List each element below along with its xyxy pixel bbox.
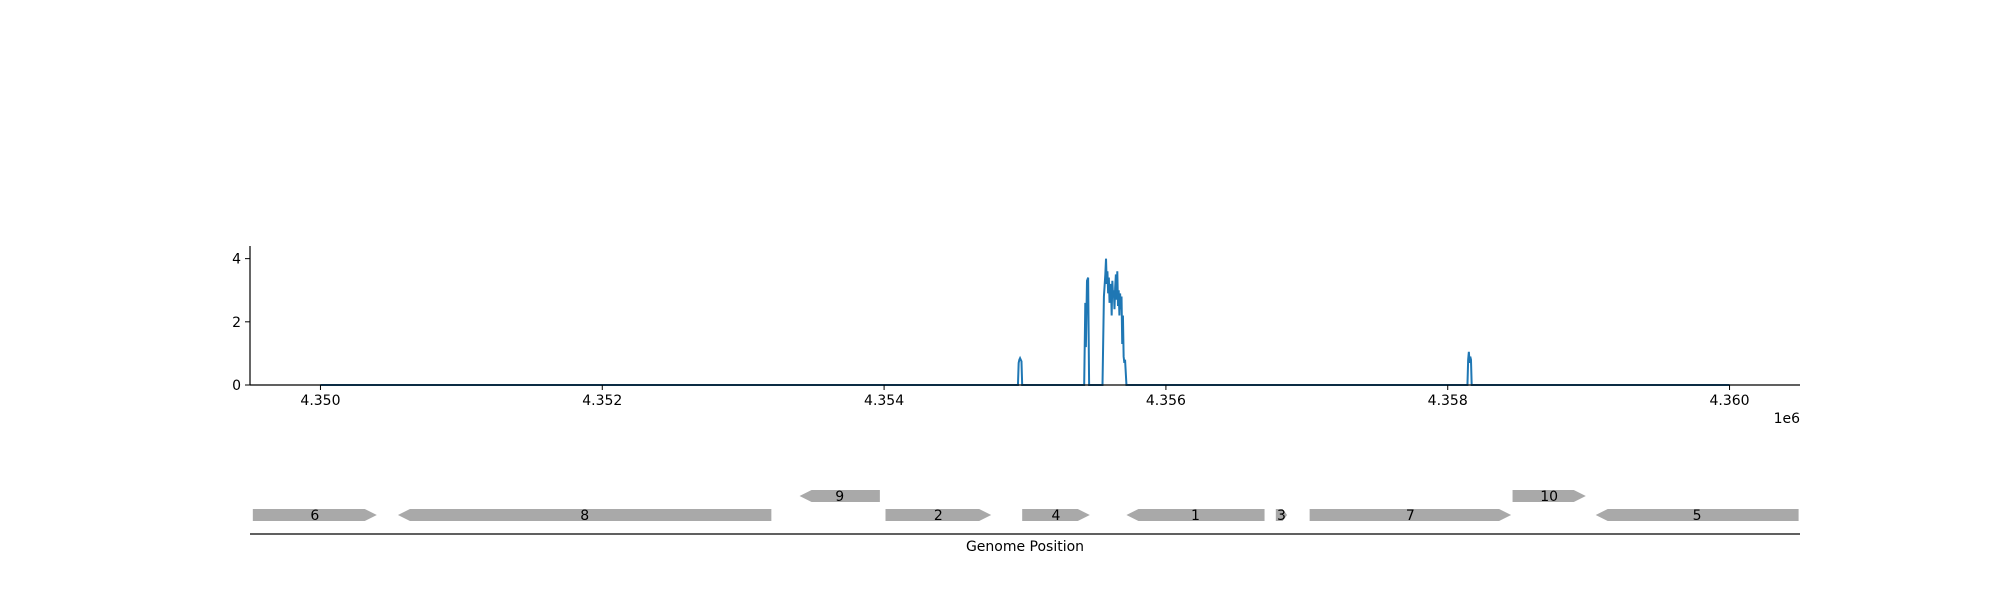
x-offset-label: 1e6	[1774, 411, 1801, 427]
x-tick-label: 4.352	[582, 393, 622, 409]
gene-9-label: 9	[835, 489, 844, 505]
gene-3-arrow	[1275, 509, 1288, 521]
gene-8-label: 8	[580, 508, 589, 524]
coverage-x-ticks: 4.350 4.352 4.354 4.356 4.358 4.360	[300, 385, 1750, 409]
gene-10-label: 10	[1540, 489, 1558, 505]
gene-7-label: 7	[1406, 508, 1415, 524]
gene-10-arrow	[1512, 490, 1586, 502]
coverage-series	[320, 258, 1730, 386]
gene-track: 6 8 9 2 4 1 3 7 10 5 Genome Position	[250, 489, 1800, 555]
gene-8-arrow	[397, 509, 772, 521]
x-tick-label: 4.354	[864, 393, 904, 409]
gene-9-arrow	[799, 490, 880, 502]
gene-3-label: 3	[1277, 508, 1286, 524]
x-tick-label: 4.360	[1709, 393, 1749, 409]
gene-7-arrow	[1309, 509, 1512, 521]
y-tick-label: 4	[232, 252, 241, 268]
coverage-y-ticks: 0 2 4	[232, 252, 250, 394]
gene-track-x-axis-label: Genome Position	[966, 539, 1084, 555]
gene-1-arrow	[1126, 509, 1265, 521]
y-tick-label: 0	[232, 378, 241, 394]
gene-4-arrow	[1022, 509, 1090, 521]
coverage-line	[320, 258, 1730, 386]
gene-features: 6 8 9 2 4 1 3 7 10 5	[252, 489, 1799, 524]
gene-2-label: 2	[934, 508, 943, 524]
gene-4-label: 4	[1052, 508, 1061, 524]
gene-1-label: 1	[1191, 508, 1200, 524]
gene-6-label: 6	[310, 508, 319, 524]
gene-2-arrow	[885, 509, 992, 521]
x-tick-label: 4.350	[300, 393, 340, 409]
x-tick-label: 4.358	[1428, 393, 1468, 409]
gene-6-arrow	[252, 509, 377, 521]
gene-5-label: 5	[1693, 508, 1702, 524]
gene-5-arrow	[1595, 509, 1799, 521]
coverage-plot: 4.350 4.352 4.354 4.356 4.358 4.360 0 2 4 1e6	[232, 246, 1800, 427]
y-tick-label: 2	[232, 315, 241, 331]
x-tick-label: 4.356	[1146, 393, 1186, 409]
